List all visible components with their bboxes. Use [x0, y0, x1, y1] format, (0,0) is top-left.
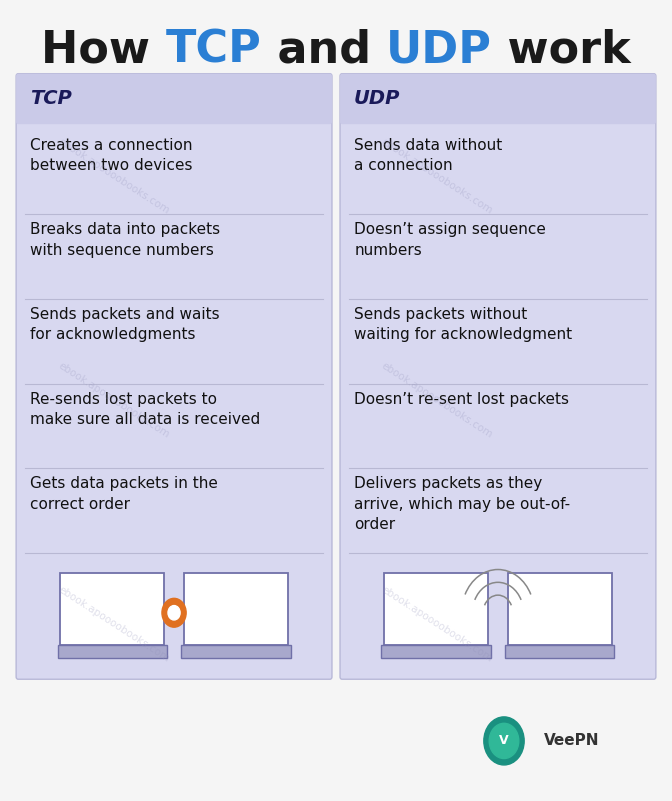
Text: work: work — [492, 28, 631, 71]
Text: Delivers packets as they
arrive, which may be out-of-
order: Delivers packets as they arrive, which m… — [354, 476, 571, 532]
Text: VeePN: VeePN — [544, 734, 600, 748]
Bar — [181, 645, 290, 658]
Text: ebook.apoooobooks.com: ebook.apoooobooks.com — [380, 360, 494, 441]
Text: and: and — [261, 28, 386, 71]
Bar — [382, 645, 491, 658]
Text: TCP: TCP — [30, 90, 72, 108]
Circle shape — [162, 598, 186, 627]
FancyBboxPatch shape — [508, 574, 612, 645]
Text: Sends packets without
waiting for acknowledgment: Sends packets without waiting for acknow… — [354, 307, 573, 342]
FancyBboxPatch shape — [16, 74, 332, 124]
Text: ebook.apoooobooks.com: ebook.apoooobooks.com — [57, 136, 171, 216]
Circle shape — [484, 717, 524, 765]
Text: Gets data packets in the
correct order: Gets data packets in the correct order — [30, 476, 218, 512]
Text: ebook.apoooobooks.com: ebook.apoooobooks.com — [380, 136, 494, 216]
Text: UDP: UDP — [386, 28, 492, 71]
Bar — [58, 645, 167, 658]
Text: Breaks data into packets
with sequence numbers: Breaks data into packets with sequence n… — [30, 223, 220, 258]
Text: How: How — [41, 28, 165, 71]
FancyBboxPatch shape — [340, 74, 656, 679]
Circle shape — [168, 606, 180, 620]
Circle shape — [489, 723, 519, 759]
Text: ebook.apoooobooks.com: ebook.apoooobooks.com — [380, 585, 494, 665]
Text: V: V — [499, 735, 509, 747]
Text: Creates a connection
between two devices: Creates a connection between two devices — [30, 138, 193, 173]
FancyBboxPatch shape — [183, 574, 288, 645]
Text: TCP: TCP — [165, 28, 261, 71]
Bar — [505, 645, 614, 658]
Text: Sends packets and waits
for acknowledgments: Sends packets and waits for acknowledgme… — [30, 307, 220, 342]
FancyBboxPatch shape — [384, 574, 488, 645]
FancyBboxPatch shape — [340, 74, 656, 124]
Text: UDP: UDP — [354, 90, 401, 108]
FancyBboxPatch shape — [60, 574, 164, 645]
Text: Doesn’t re-sent lost packets: Doesn’t re-sent lost packets — [354, 392, 569, 407]
Text: ebook.apoooobooks.com: ebook.apoooobooks.com — [57, 585, 171, 665]
Text: Sends data without
a connection: Sends data without a connection — [354, 138, 503, 173]
Text: Doesn’t assign sequence
numbers: Doesn’t assign sequence numbers — [354, 223, 546, 258]
Text: Re-sends lost packets to
make sure all data is received: Re-sends lost packets to make sure all d… — [30, 392, 261, 427]
Text: ebook.apoooobooks.com: ebook.apoooobooks.com — [57, 360, 171, 441]
FancyBboxPatch shape — [16, 74, 332, 679]
